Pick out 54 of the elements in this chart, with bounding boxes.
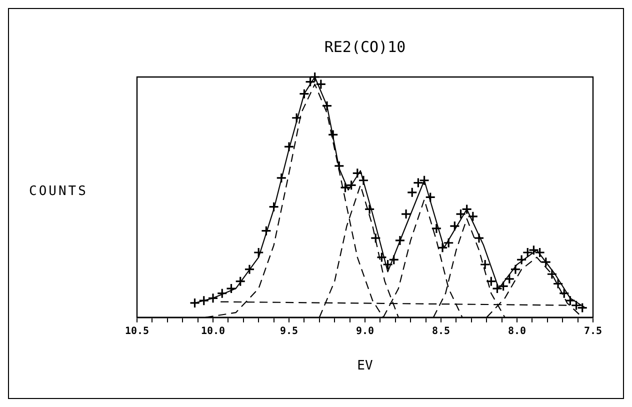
point	[276, 172, 287, 184]
point	[480, 259, 490, 270]
x-tick-label: 9.0	[356, 326, 374, 337]
point	[449, 220, 460, 232]
point	[437, 242, 448, 253]
point	[189, 298, 200, 308]
point	[216, 288, 228, 299]
point	[474, 232, 484, 244]
point	[388, 254, 400, 266]
point	[370, 232, 381, 244]
point	[198, 295, 210, 306]
point	[431, 223, 442, 234]
point	[328, 129, 338, 140]
point	[522, 247, 533, 258]
point	[504, 274, 515, 284]
point	[510, 264, 521, 275]
point	[244, 264, 255, 275]
x-tick-label: 10.5	[124, 326, 150, 337]
point	[291, 112, 302, 124]
point	[268, 202, 280, 212]
x-tick-label: 8.0	[508, 326, 526, 337]
point	[253, 247, 264, 258]
point	[284, 141, 294, 152]
point	[322, 100, 332, 112]
point	[400, 208, 412, 220]
point	[425, 192, 436, 202]
point	[394, 235, 406, 246]
x-axis-title: EV	[357, 358, 373, 374]
point	[340, 182, 351, 193]
point	[208, 292, 218, 304]
point	[540, 256, 552, 268]
x-tick-label: 7.5	[584, 326, 602, 337]
x-tick-label: 8.5	[432, 326, 450, 337]
point	[235, 276, 246, 287]
point	[406, 187, 418, 198]
point	[346, 180, 357, 190]
point	[455, 208, 466, 220]
y-axis-title: COUNTS	[29, 184, 88, 199]
point	[498, 280, 509, 292]
point	[412, 177, 424, 188]
point	[364, 204, 375, 215]
point	[418, 175, 430, 186]
point	[298, 88, 310, 100]
point	[260, 226, 272, 236]
chart-title: RE2(CO)10	[324, 38, 406, 56]
point	[226, 283, 237, 294]
point	[334, 160, 344, 172]
point	[443, 238, 454, 248]
point	[304, 76, 316, 88]
x-tick-label: 10.0	[200, 326, 226, 337]
x-tick-label: 9.5	[280, 326, 298, 337]
point	[516, 254, 527, 266]
point	[546, 268, 558, 280]
point	[552, 278, 564, 290]
